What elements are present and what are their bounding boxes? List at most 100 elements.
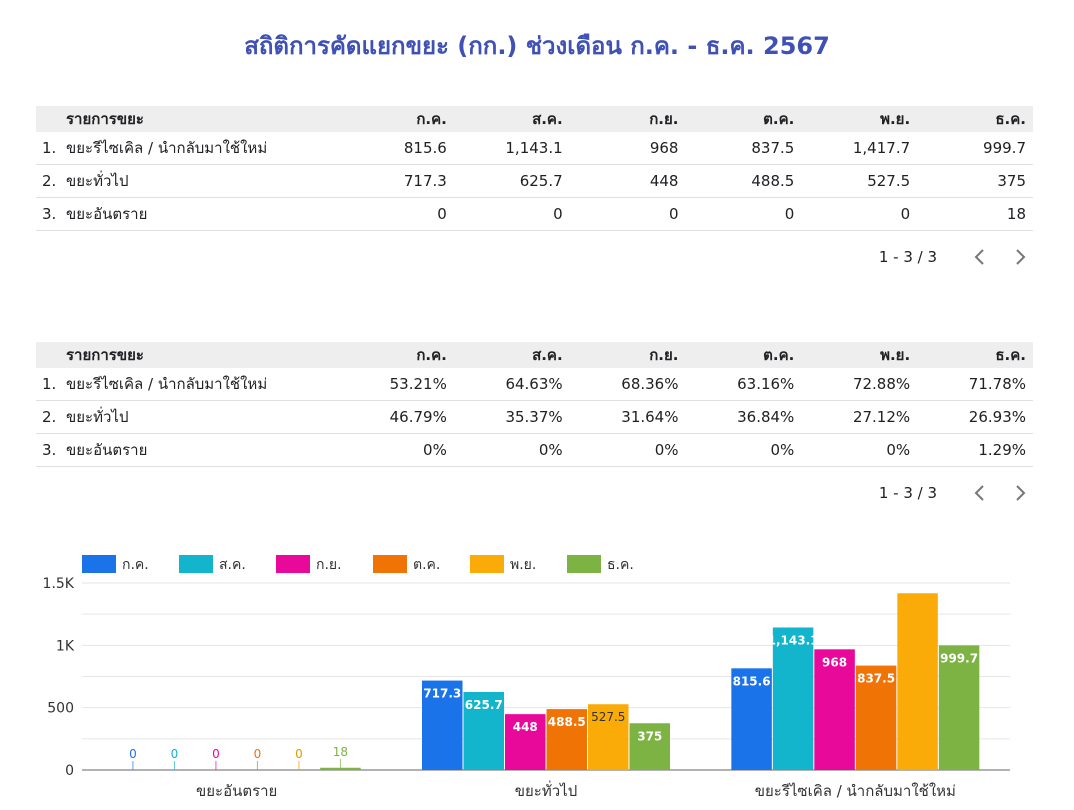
- bar-chart: 0 500 1K 1.5K ก.ค. ส.ค. ก.ย. ต.ค. พ.ย. ธ.ค. 0 0 0 0 0 1…: [43, 555, 1010, 800]
- table-cell: 0: [569, 197, 686, 231]
- table-cell: 36.84%: [685, 400, 802, 434]
- row-index: 2.: [36, 400, 58, 434]
- table-row: 2. ขยะทั่วไป 717.3 625.7 448 488.5 527.5…: [36, 164, 1033, 198]
- chevron-left-icon: [974, 249, 984, 265]
- table-cell: 0: [685, 197, 802, 231]
- table-cell: 72.88%: [801, 368, 918, 401]
- column-header-dec[interactable]: ธ.ค.: [917, 342, 1033, 368]
- legend-swatch: [82, 555, 116, 573]
- column-header-item[interactable]: รายการขยะ: [58, 106, 338, 132]
- column-header-item[interactable]: รายการขยะ: [58, 342, 338, 368]
- table-cell: 375: [917, 164, 1033, 198]
- data-label: 968: [822, 655, 847, 669]
- table-cell: 0: [453, 197, 570, 231]
- legend-label: พ.ย.: [510, 557, 536, 573]
- table-cell: 64.63%: [453, 368, 570, 401]
- table-cell: 46.79%: [338, 400, 454, 434]
- row-name: ขยะรีไซเคิล / นำกลับมาใช้ใหม่: [58, 132, 338, 165]
- table-cell: 488.5: [685, 164, 802, 198]
- pagination-count: 1 - 3 / 3: [878, 248, 937, 266]
- table-cell: 53.21%: [338, 368, 454, 401]
- prev-page-button[interactable]: [967, 244, 993, 270]
- table-cell: 625.7: [453, 164, 570, 198]
- column-header-aug[interactable]: ส.ค.: [453, 106, 570, 132]
- column-header-jul[interactable]: ก.ค.: [338, 106, 454, 132]
- legend-swatch: [567, 555, 601, 573]
- bar: [320, 767, 361, 770]
- chevron-left-icon: [974, 485, 984, 501]
- weight-table: รายการขยะ ก.ค. ส.ค. ก.ย. ต.ค. พ.ย. ธ.ค. …: [36, 106, 1033, 231]
- table-cell: 0: [338, 197, 454, 231]
- legend-label: ต.ค.: [413, 557, 440, 573]
- legend-label: ส.ค.: [219, 557, 246, 573]
- table-row: 1. ขยะรีไซเคิล / นำกลับมาใช้ใหม่ 53.21% …: [36, 368, 1033, 401]
- table-row: 2. ขยะทั่วไป 46.79% 35.37% 31.64% 36.84%…: [36, 400, 1033, 434]
- data-label: 527.5: [591, 710, 625, 724]
- row-name: ขยะอันตราย: [58, 197, 338, 231]
- table-cell: 968: [569, 132, 686, 165]
- column-header-oct[interactable]: ต.ค.: [685, 342, 802, 368]
- row-name: ขยะอันตราย: [58, 433, 338, 467]
- table-header-row: รายการขยะ ก.ค. ส.ค. ก.ย. ต.ค. พ.ย. ธ.ค.: [36, 106, 1033, 132]
- row-name: ขยะทั่วไป: [58, 164, 338, 198]
- table-cell: 0%: [801, 433, 918, 467]
- row-index: 3.: [36, 433, 58, 467]
- bar: [772, 627, 814, 770]
- next-page-button[interactable]: [1007, 244, 1033, 270]
- y-tick-label: 1.5K: [43, 576, 75, 592]
- column-header-sep[interactable]: ก.ย.: [569, 106, 686, 132]
- bar: [855, 665, 897, 770]
- table-cell: 0%: [338, 433, 454, 467]
- table-cell: 68.36%: [569, 368, 686, 401]
- percentage-table: รายการขยะ ก.ค. ส.ค. ก.ย. ต.ค. พ.ย. ธ.ค. …: [36, 342, 1033, 467]
- bar: [505, 714, 546, 770]
- table-cell: 815.6: [338, 132, 454, 165]
- bar: [897, 593, 938, 770]
- table2-pagination: 1 - 3 / 3: [879, 480, 1033, 506]
- pagination-count: 1 - 3 / 3: [878, 484, 937, 502]
- data-label: 375: [637, 729, 662, 743]
- bar: [422, 680, 463, 770]
- table-row: 1. ขยะรีไซเคิล / นำกลับมาใช้ใหม่ 815.6 1…: [36, 132, 1033, 165]
- row-index: 1.: [36, 132, 58, 165]
- bar: [814, 649, 855, 770]
- table-cell: 18: [917, 197, 1033, 231]
- next-page-button[interactable]: [1007, 480, 1033, 506]
- table-cell: 26.93%: [917, 400, 1033, 434]
- data-label: 488.5: [548, 715, 586, 729]
- bar: [463, 691, 504, 770]
- table-cell: 999.7: [917, 132, 1033, 165]
- data-label: 448: [513, 720, 538, 734]
- table-cell: 1,143.1: [453, 132, 570, 165]
- data-label: 815.6: [733, 674, 771, 688]
- data-label: 1,143.1: [768, 633, 819, 647]
- column-header-aug[interactable]: ส.ค.: [453, 342, 570, 368]
- chevron-right-icon: [1016, 485, 1026, 501]
- legend-swatch: [276, 555, 310, 573]
- data-label: 0: [295, 747, 303, 761]
- bar: [546, 709, 587, 770]
- prev-page-button[interactable]: [967, 480, 993, 506]
- column-header-oct[interactable]: ต.ค.: [685, 106, 802, 132]
- legend-label: ก.ค.: [122, 557, 149, 573]
- page-title: สถิติการคัดแยกขยะ (กก.) ช่วงเดือน ก.ค. -…: [244, 32, 830, 60]
- row-name: ขยะทั่วไป: [58, 400, 338, 434]
- table1-pagination: 1 - 3 / 3: [879, 244, 1033, 270]
- table-cell: 31.64%: [569, 400, 686, 434]
- table-cell: 527.5: [801, 164, 918, 198]
- data-label: 625.7: [465, 698, 503, 712]
- table-row: 3. ขยะอันตราย 0 0 0 0 0 18: [36, 197, 1033, 231]
- table-cell: 63.16%: [685, 368, 802, 401]
- index-header: [36, 342, 58, 368]
- bar: [938, 645, 980, 770]
- table-cell: 717.3: [338, 164, 454, 198]
- column-header-sep[interactable]: ก.ย.: [569, 342, 686, 368]
- column-header-dec[interactable]: ธ.ค.: [917, 106, 1033, 132]
- table-row: 3. ขยะอันตราย 0% 0% 0% 0% 0% 1.29%: [36, 433, 1033, 467]
- data-label: 717.3: [423, 687, 461, 701]
- legend-label: ก.ย.: [316, 557, 342, 573]
- column-header-nov[interactable]: พ.ย.: [801, 106, 918, 132]
- column-header-nov[interactable]: พ.ย.: [801, 342, 918, 368]
- column-header-jul[interactable]: ก.ค.: [338, 342, 454, 368]
- y-tick-label: 0: [65, 763, 74, 779]
